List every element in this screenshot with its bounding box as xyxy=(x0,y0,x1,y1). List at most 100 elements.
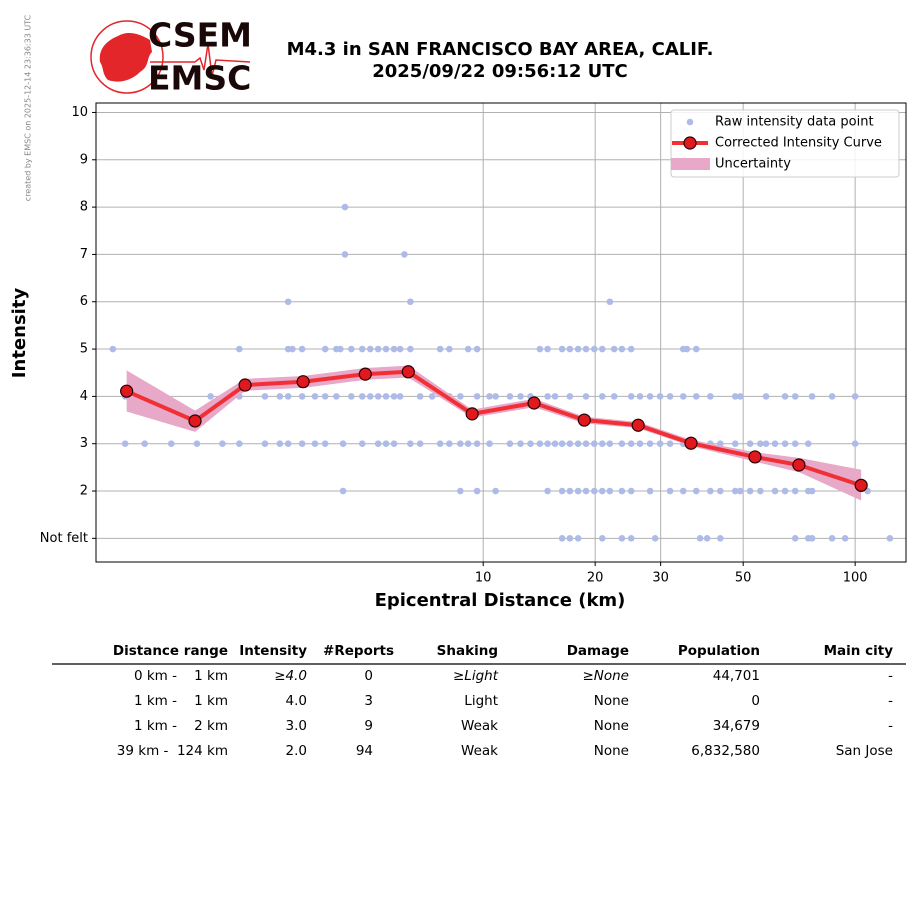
raw-point xyxy=(582,487,590,495)
raw-point xyxy=(396,393,404,400)
raw-point xyxy=(679,393,687,400)
raw-point xyxy=(358,393,366,400)
raw-point xyxy=(341,251,349,258)
raw-point xyxy=(341,203,349,211)
raw-point xyxy=(289,345,296,353)
raw-point xyxy=(193,440,201,448)
raw-point xyxy=(717,487,724,495)
raw-point xyxy=(666,487,674,495)
raw-point xyxy=(276,440,284,448)
raw-point xyxy=(236,345,243,353)
curve-point xyxy=(748,450,762,464)
raw-point xyxy=(651,535,659,542)
raw-point xyxy=(656,440,664,448)
raw-point xyxy=(692,393,700,400)
curve-point xyxy=(854,478,868,492)
table-cell: San Jose xyxy=(836,743,893,759)
raw-point xyxy=(544,393,551,400)
raw-point xyxy=(436,345,444,353)
x-axis-label: Epicentral Distance (km) xyxy=(375,590,626,611)
raw-point xyxy=(348,393,355,400)
y-tick-label: 3 xyxy=(80,436,88,451)
raw-point xyxy=(606,487,614,495)
raw-point xyxy=(574,440,582,448)
table-cell: 1 km - 2 km xyxy=(134,718,228,734)
table-cell: - xyxy=(888,668,893,684)
curve-point xyxy=(465,407,479,421)
legend-symbol xyxy=(686,118,694,126)
raw-point xyxy=(610,345,618,353)
x-tick-label: 100 xyxy=(843,571,868,586)
raw-point xyxy=(757,440,764,448)
table-header: Population xyxy=(678,643,760,659)
legend-label: Raw intensity data point xyxy=(715,115,874,130)
raw-point xyxy=(428,393,436,400)
curve-point xyxy=(792,458,806,472)
table-cell: 0 xyxy=(751,693,760,709)
raw-point xyxy=(606,298,614,306)
table-cell: Weak xyxy=(461,743,498,759)
raw-point xyxy=(486,393,493,400)
raw-point xyxy=(390,440,398,448)
raw-point xyxy=(558,487,566,495)
raw-point xyxy=(762,440,770,448)
legend-label: Uncertainty xyxy=(715,157,791,172)
table-cell: 6,832,580 xyxy=(691,743,760,759)
y-tick-label: Not felt xyxy=(40,531,88,546)
raw-point xyxy=(464,345,472,353)
raw-point xyxy=(436,440,444,448)
curve-point xyxy=(527,396,541,410)
table-cell: None xyxy=(594,718,629,734)
legend-symbol xyxy=(683,136,697,150)
table-cell: 3.0 xyxy=(286,718,307,734)
table-header: Damage xyxy=(567,643,629,659)
raw-point xyxy=(746,440,754,448)
table-header: #Reports xyxy=(323,643,394,659)
legend-label: Corrected Intensity Curve xyxy=(715,136,882,151)
raw-point xyxy=(591,487,598,495)
raw-point xyxy=(416,440,424,448)
raw-point xyxy=(591,345,598,353)
raw-point xyxy=(828,535,836,542)
raw-point xyxy=(851,393,859,400)
table-cell: 2.0 xyxy=(286,743,307,759)
raw-point xyxy=(598,345,606,353)
raw-point xyxy=(692,487,700,495)
legend-box xyxy=(670,109,900,178)
raw-point xyxy=(311,393,319,400)
raw-point xyxy=(492,393,499,400)
x-tick-label: 10 xyxy=(475,571,492,586)
raw-point xyxy=(276,393,284,400)
curve-point xyxy=(631,418,645,432)
raw-point xyxy=(517,440,524,448)
raw-point xyxy=(298,393,306,400)
table-cell: 94 xyxy=(356,743,373,759)
raw-point xyxy=(636,393,644,400)
table-cell: Weak xyxy=(461,718,498,734)
uncertainty-band xyxy=(126,365,862,501)
raw-point xyxy=(781,393,789,400)
raw-point xyxy=(473,393,481,400)
curve-point xyxy=(188,414,202,428)
raw-point xyxy=(707,393,714,400)
raw-point xyxy=(646,487,654,495)
raw-point xyxy=(618,345,626,353)
raw-point xyxy=(284,393,292,400)
table-cell: 9 xyxy=(364,718,373,734)
raw-point xyxy=(321,393,329,400)
raw-point xyxy=(646,440,654,448)
raw-point xyxy=(544,440,551,448)
legend-symbol xyxy=(671,158,710,170)
axes-frame xyxy=(95,102,907,563)
table-cell: None xyxy=(594,693,629,709)
raw-point xyxy=(791,535,799,542)
table-cell: 0 xyxy=(364,668,373,684)
table-cell: 34,679 xyxy=(713,718,760,734)
raw-point xyxy=(598,440,606,448)
raw-point xyxy=(791,393,799,400)
raw-point xyxy=(574,487,582,495)
raw-point xyxy=(473,345,481,353)
raw-point xyxy=(582,345,590,353)
raw-point xyxy=(566,393,574,400)
curve-point xyxy=(296,375,310,389)
